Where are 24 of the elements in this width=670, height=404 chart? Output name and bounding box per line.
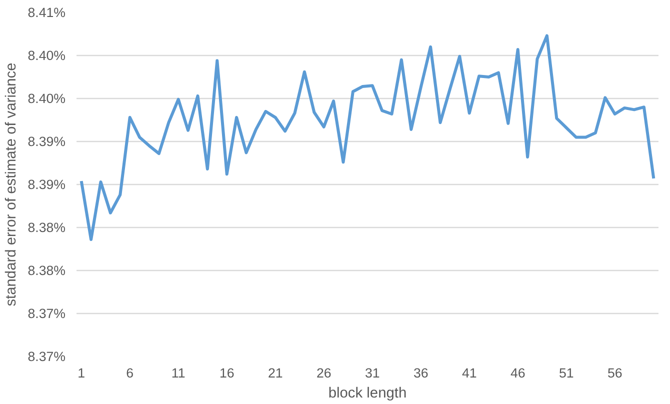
y-tick-label: 8.38%	[28, 220, 66, 235]
y-tick-label: 8.38%	[28, 263, 66, 278]
y-tick-label: 8.37%	[28, 306, 66, 321]
x-tick-label: 56	[607, 366, 622, 380]
x-tick-label: 11	[171, 366, 186, 380]
x-tick-label: 51	[558, 366, 574, 380]
y-axis-title: standard error of estimate of variance	[4, 62, 20, 306]
y-tick-label: 8.39%	[28, 134, 66, 149]
y-tick-label: 8.39%	[28, 177, 66, 192]
y-tick-label: 8.40%	[28, 91, 66, 106]
x-tick-label: 21	[268, 366, 283, 380]
x-tick-label: 16	[219, 366, 234, 380]
line-series	[80, 34, 656, 242]
x-tick-label: 31	[364, 366, 380, 380]
y-tick-label: 8.37%	[28, 349, 66, 364]
x-axis-title: block length	[328, 386, 407, 402]
x-tick-label: 6	[126, 366, 134, 380]
y-tick-label: 8.40%	[28, 48, 66, 63]
x-tick-label: 46	[510, 366, 526, 380]
y-tick-label: 8.41%	[28, 5, 66, 20]
x-tick-label: 41	[462, 366, 477, 380]
x-tick-label: 1	[78, 366, 86, 380]
x-tick-label: 26	[316, 366, 332, 380]
x-tick-label: 36	[413, 366, 428, 380]
